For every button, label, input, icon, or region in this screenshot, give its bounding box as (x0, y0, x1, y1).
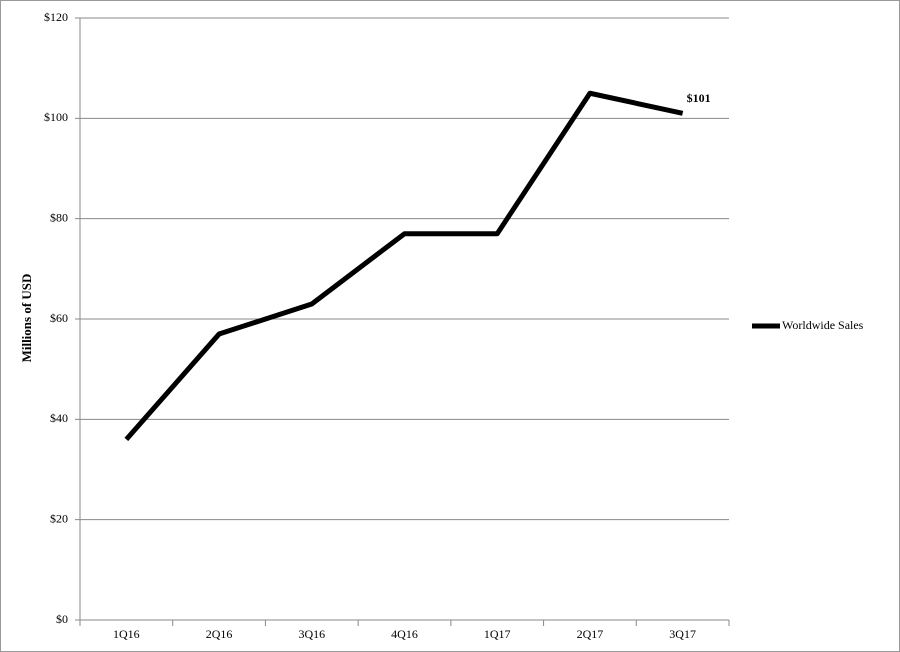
legend-label: Worldwide Sales (782, 318, 864, 332)
x-tick-label: 1Q17 (484, 627, 511, 641)
x-tick-label: 4Q16 (391, 627, 418, 641)
y-tick-label: $40 (50, 411, 68, 425)
series-line (124, 90, 684, 442)
x-tick-label: 2Q16 (206, 627, 233, 641)
y-tick-label: $0 (56, 612, 68, 626)
data-label: $101 (687, 91, 711, 105)
y-tick-label: $20 (50, 511, 68, 525)
y-axis-label: Millions of USD (19, 274, 34, 363)
y-tick-label: $80 (50, 210, 68, 224)
x-tick-label: 3Q17 (669, 627, 696, 641)
y-tick-label: $100 (44, 110, 68, 124)
x-tick-label: 3Q16 (298, 627, 325, 641)
y-tick-label: $120 (44, 10, 68, 24)
x-tick-label: 1Q16 (113, 627, 140, 641)
x-tick-label: 2Q17 (577, 627, 604, 641)
y-tick-label: $60 (50, 311, 68, 325)
